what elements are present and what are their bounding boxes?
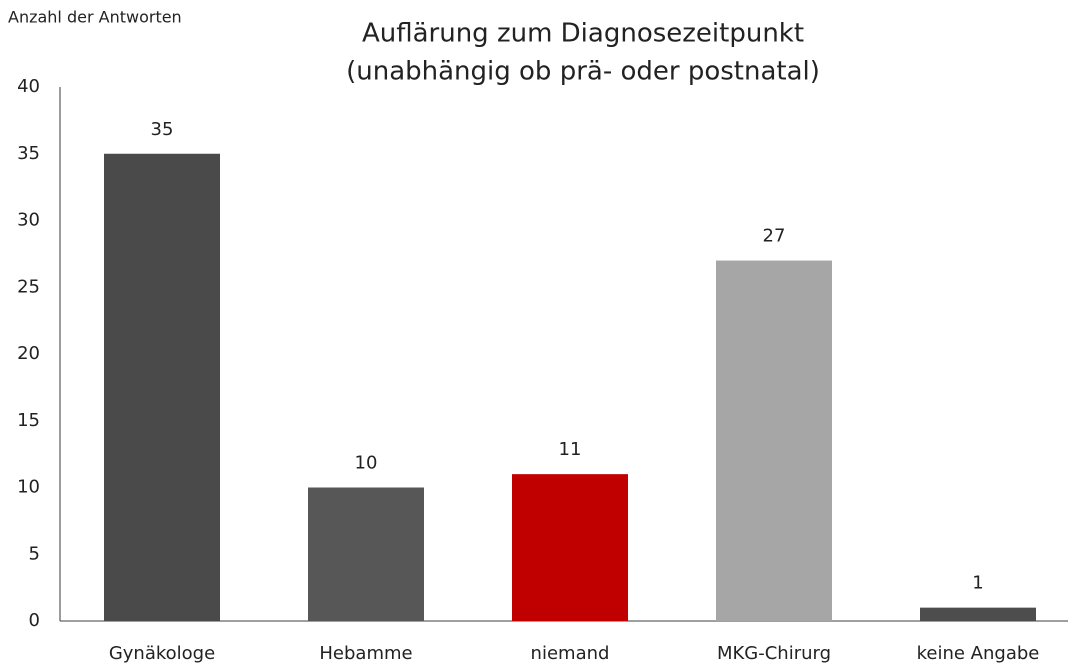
y-tick-label: 30: [17, 210, 40, 231]
data-label: 11: [559, 439, 582, 460]
y-tick-label: 10: [17, 477, 40, 498]
bar: [512, 474, 628, 621]
y-tick-label: 25: [17, 276, 40, 297]
x-tick-label: niemand: [531, 643, 610, 664]
y-tick-label: 0: [29, 610, 40, 631]
x-tick-label: keine Angabe: [917, 643, 1040, 664]
bar: [716, 260, 832, 621]
y-tick-label: 35: [17, 143, 40, 164]
x-tick-label: Gynäkologe: [109, 643, 215, 664]
x-tick-label: MKG-Chirurg: [717, 643, 831, 664]
data-label: 35: [151, 119, 174, 140]
data-label: 27: [763, 226, 786, 247]
y-tick-label: 5: [29, 543, 40, 564]
x-tick-label: Hebamme: [319, 643, 412, 664]
y-tick-label: 20: [17, 343, 40, 364]
y-axis-label: Anzahl der Antworten: [8, 8, 182, 27]
y-tick-label: 15: [17, 410, 40, 431]
data-label: 1: [972, 573, 983, 594]
bar: [308, 487, 424, 621]
bar: [920, 607, 1036, 621]
y-tick-label: 40: [17, 76, 40, 97]
bar: [104, 153, 220, 621]
chart-title: (unabhängig ob prä- oder postnatal): [346, 57, 820, 87]
chart-title: Auflärung zum Diagnosezeitpunkt: [362, 19, 804, 49]
data-label: 10: [355, 453, 378, 474]
